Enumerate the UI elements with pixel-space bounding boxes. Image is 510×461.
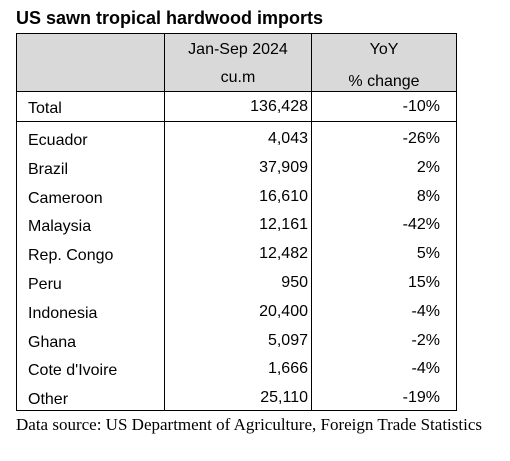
country-volume: 20,400 <box>259 303 308 320</box>
header-volume-unit: cu.m <box>220 69 256 86</box>
total-change: -10% <box>402 98 440 115</box>
country-name: Rep. Congo <box>28 247 114 264</box>
table-header <box>17 34 456 92</box>
total-country: Total <box>28 100 62 117</box>
country-volume: 4,043 <box>267 130 308 147</box>
table-title: US sawn tropical hardwood imports <box>16 8 324 28</box>
country-change: 8% <box>416 188 440 205</box>
country-name: Indonesia <box>28 305 98 322</box>
total-divider <box>17 121 456 122</box>
country-name: Brazil <box>28 161 69 178</box>
country-name: Other <box>28 391 69 408</box>
country-name: Ecuador <box>28 132 88 149</box>
total-volume: 136,428 <box>250 98 308 115</box>
country-volume: 16,610 <box>259 188 308 205</box>
country-volume: 1,666 <box>267 360 308 377</box>
column-divider-1 <box>164 34 165 410</box>
imports-table: Jan-Sep 2024 cu.m YoY % change Total 136… <box>16 33 457 411</box>
country-change: -2% <box>411 332 440 349</box>
column-divider-2 <box>311 34 312 410</box>
country-name: Malaysia <box>28 218 92 235</box>
header-change-label: YoY <box>369 41 399 58</box>
header-volume-label: Jan-Sep 2024 <box>188 41 288 58</box>
country-change: -4% <box>411 360 440 377</box>
country-volume: 5,097 <box>267 332 308 349</box>
country-change: 15% <box>407 274 440 291</box>
country-change: -26% <box>402 130 440 147</box>
country-volume: 25,110 <box>260 389 308 406</box>
header-change-unit: % change <box>348 73 420 90</box>
country-volume: 950 <box>281 274 308 291</box>
country-name: Cameroon <box>28 190 103 207</box>
country-name: Ghana <box>28 334 77 351</box>
country-change: -42% <box>402 216 440 233</box>
country-name: Peru <box>28 276 62 293</box>
country-change: 5% <box>416 245 440 262</box>
country-change: -19% <box>402 389 440 406</box>
country-name: Cote d'Ivoire <box>28 362 118 379</box>
data-source-note: Data source: US Department of Agricultur… <box>16 415 482 434</box>
country-change: 2% <box>416 159 440 176</box>
country-volume: 12,161 <box>259 216 308 233</box>
country-volume: 37,909 <box>259 159 308 176</box>
country-change: -4% <box>411 303 440 320</box>
country-volume: 12,482 <box>259 245 308 262</box>
